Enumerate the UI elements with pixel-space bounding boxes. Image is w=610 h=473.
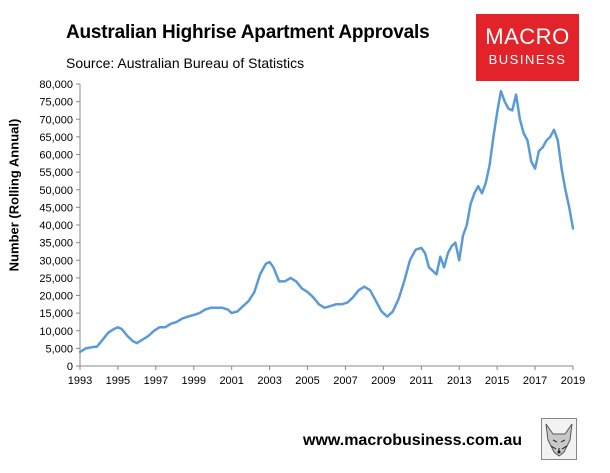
y-tick-label: 75,000 [39,97,73,109]
y-tick-label: 20,000 [39,291,73,303]
y-tick-label: 25,000 [39,273,73,285]
y-tick-label: 35,000 [39,238,73,250]
y-tick-label: 70,000 [39,114,73,126]
x-tick-label: 1993 [68,375,92,387]
x-tick-label: 2001 [219,375,243,387]
x-tick-label: 2007 [333,375,357,387]
website-url[interactable]: www.macrobusiness.com.au [303,432,523,449]
y-tick-label: 60,000 [39,150,73,162]
y-tick-label: 40,000 [39,220,73,232]
chart-source: Source: Australian Bureau of Statistics [66,55,305,71]
y-tick-label: 10,000 [39,326,73,338]
y-tick-label: 55,000 [39,167,73,179]
y-tick-label: 30,000 [39,255,73,267]
x-tick-label: 1995 [106,375,130,387]
chart-title: Australian Highrise Apartment Approvals [66,22,430,43]
x-tick-label: 2013 [447,375,471,387]
x-tick-label: 2009 [371,375,395,387]
x-tick-label: 2019 [561,375,585,387]
y-tick-label: 45,000 [39,202,73,214]
x-tick-label: 2003 [257,375,281,387]
y-tick-label: 65,000 [39,132,73,144]
x-tick-label: 2017 [523,375,547,387]
x-tick-label: 1997 [144,375,168,387]
y-tick-label: 5,000 [45,343,73,355]
y-tick-label: 0 [67,361,73,373]
y-tick-label: 15,000 [39,308,73,320]
axes [79,84,573,367]
x-axis-ticks: 1993 1995 1997 1999 2001 2003 2005 2007 2009 2011… [68,366,585,387]
logo-line-2: BUSINESS [488,52,567,67]
y-tick-label: 50,000 [39,185,73,197]
fox-emblem-icon [541,418,577,460]
series-layer [78,89,575,354]
x-tick-label: 1999 [182,375,206,387]
x-tick-label: 2011 [409,375,433,387]
macrobusiness-logo: MACRO BUSINESS [476,14,579,81]
series-line [78,89,575,354]
logo-line-1: MACRO [485,24,570,49]
y-tick-label: 80,000 [39,79,73,91]
y-axis-ticks: 0 5,000 10,000 15,000 20,000 25,000 30,000 35,0… [39,79,80,373]
x-tick-label: 2005 [295,375,319,387]
x-tick-label: 2015 [485,375,509,387]
